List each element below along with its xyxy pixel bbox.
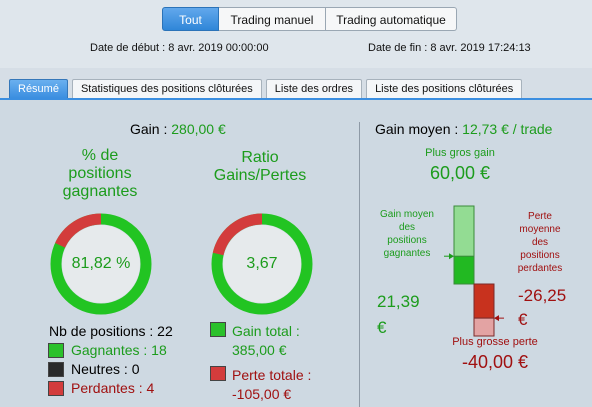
avg-win-bar <box>453 255 475 285</box>
ratio-title-line: Gains/Pertes <box>213 167 307 184</box>
win-rate-center <box>62 225 140 303</box>
gain-heading: Gain : 280,00 € <box>130 121 226 137</box>
ratio-title: Ratio Gains/Pertes <box>205 149 315 185</box>
summary-panel: Gain : 280,00 € % de positions gagnantes… <box>0 98 592 407</box>
avg-win-label-line: gagnantes <box>383 248 431 259</box>
header-area: Tout Trading manuel Trading automatique … <box>0 0 592 68</box>
max-gain-value: 60,00 € <box>429 163 491 183</box>
avg-win-value-number: 21,39 <box>377 292 420 311</box>
total-gain-label: Gain total : <box>232 323 300 339</box>
avg-loss-label: Perte moyenne des positions perdantes <box>508 210 572 275</box>
avg-win-label-line: positions <box>387 235 427 246</box>
avg-win-label-line: Gain moyen <box>380 209 434 220</box>
max-loss-bar <box>473 317 495 337</box>
win-rate-donut <box>50 213 152 315</box>
avg-loss-value-currency: € <box>518 310 528 329</box>
avg-loss-value: -26,25 € <box>518 284 566 332</box>
losers-swatch <box>48 381 64 396</box>
ratio-center <box>223 225 301 303</box>
avg-win-label-line: des <box>398 222 416 233</box>
win-rate-value: 81,82 % <box>71 255 131 272</box>
avg-win-label: Gain moyen des positions gagnantes <box>367 208 447 260</box>
total-loss-swatch <box>210 366 226 381</box>
gain-value: 280,00 € <box>171 121 226 137</box>
tab-closed-list[interactable]: Liste des positions clôturées <box>366 79 523 98</box>
avg-loss-pointer-head <box>494 315 499 322</box>
avg-loss-label-line: positions <box>520 250 560 261</box>
mode-manual-button[interactable]: Trading manuel <box>219 7 326 31</box>
avg-win-pointer-head <box>449 253 454 260</box>
tab-closed-stats[interactable]: Statistiques des positions clôturées <box>71 79 262 98</box>
avg-loss-label-line: perdantes <box>517 263 563 274</box>
start-date: Date de début : 8 avr. 2019 00:00:00 <box>90 42 269 54</box>
avg-gain-label: Gain moyen : <box>375 121 459 137</box>
total-gain: Gain total : 385,00 € <box>232 322 300 360</box>
avg-loss-label-line: moyenne <box>519 224 561 235</box>
win-rate-title-line: % de <box>81 147 119 164</box>
tab-summary[interactable]: Résumé <box>9 79 68 98</box>
ratio-loss-arc <box>212 213 263 256</box>
total-loss: Perte totale : -105,00 € <box>232 366 311 404</box>
winners-swatch <box>48 343 64 358</box>
max-loss-label: Plus grosse perte <box>452 336 538 348</box>
end-date: Date de fin : 8 avr. 2019 17:24:13 <box>368 42 531 54</box>
avg-gain-heading: Gain moyen : 12,73 € / trade <box>375 121 552 137</box>
win-rate-title: % de positions gagnantes <box>50 147 150 201</box>
win-rate-title-line: positions <box>68 165 132 182</box>
winners-label: Gagnantes : 18 <box>71 342 167 358</box>
avg-win-value: 21,39 € <box>377 289 420 341</box>
avg-loss-label-line: Perte <box>528 211 552 222</box>
max-loss-value: -40,00 € <box>461 352 529 372</box>
mode-automatic-button[interactable]: Trading automatique <box>326 7 457 31</box>
ratio-title-line: Ratio <box>241 149 279 166</box>
avg-loss-value-number: -26,25 <box>518 286 567 305</box>
positions-count: Nb de positions : 22 <box>49 323 173 339</box>
panel-divider <box>359 122 360 407</box>
gain-label: Gain : <box>130 121 168 137</box>
avg-gain-value: 12,73 € / trade <box>462 121 553 137</box>
total-gain-swatch <box>210 322 226 337</box>
losers-label: Perdantes : 4 <box>71 380 155 396</box>
avg-loss-label-line: des <box>531 237 549 248</box>
total-loss-value: -105,00 € <box>232 386 292 402</box>
neutral-label: Neutres : 0 <box>71 361 140 377</box>
tab-orders[interactable]: Liste des ordres <box>265 79 363 98</box>
mode-all-button[interactable]: Tout <box>162 7 219 31</box>
avg-loss-bar <box>473 283 495 319</box>
neutral-swatch <box>48 362 64 377</box>
max-gain-label: Plus gros gain <box>425 147 495 159</box>
gain-loss-bars <box>444 205 504 337</box>
total-loss-label: Perte totale : <box>232 367 312 383</box>
ratio-value: 3,67 <box>246 255 278 272</box>
ratio-donut <box>211 213 313 315</box>
avg-win-value-currency: € <box>377 318 387 337</box>
tab-bar: Résumé Statistiques des positions clôtur… <box>9 79 526 98</box>
win-rate-title-line: gagnantes <box>62 183 138 200</box>
total-gain-value: 385,00 € <box>232 342 287 358</box>
trading-mode-selector: Tout Trading manuel Trading automatique <box>162 7 457 31</box>
win-rate-loss-arc <box>55 213 102 248</box>
